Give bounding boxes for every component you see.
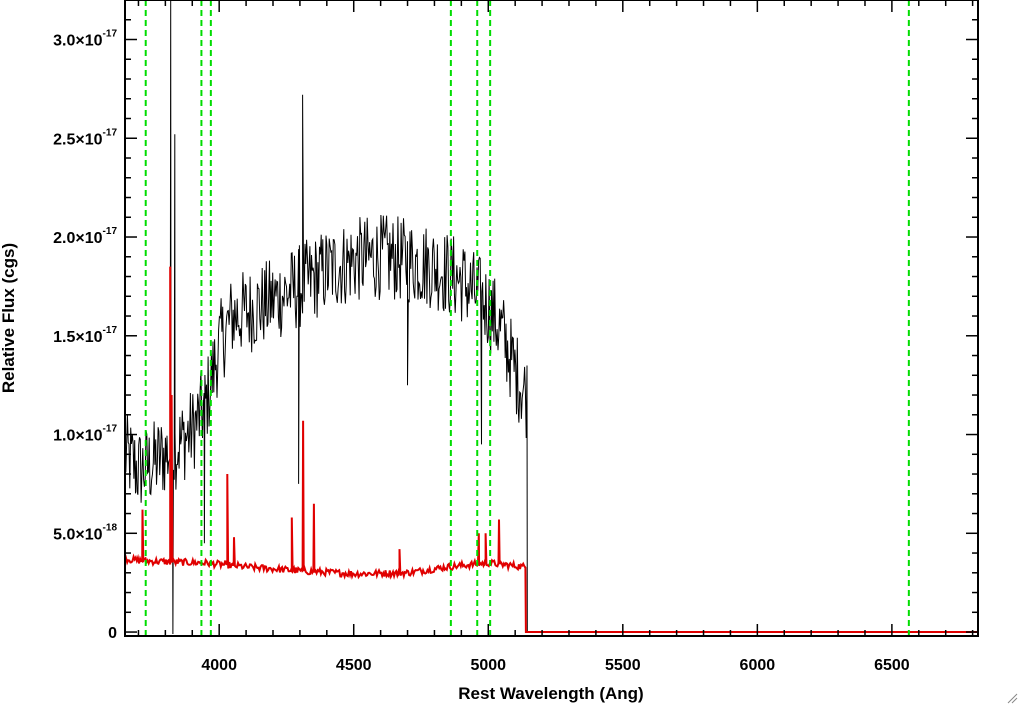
x-tick-label: 4000: [201, 657, 237, 674]
y-tick-label: 3.0×10-17: [53, 29, 117, 50]
y-tick-label: 1.0×10-17: [53, 424, 117, 445]
x-tick-labels: 4000 4500 5000 5500 6000 6500: [201, 657, 909, 674]
x-axis-title: Rest Wavelength (Ang): [458, 684, 643, 703]
x-tick-label: 5000: [470, 657, 506, 674]
y-tick-labels: 0 5.0×10-18 1.0×10-17 1.5×10-17 2.0×10-17 2.5…: [53, 29, 117, 643]
reference-lines: [144, 0, 910, 636]
spectrum-series-line: [124, 0, 528, 635]
y-tick-label: 0: [108, 625, 117, 642]
axis-ticks: [125, 0, 978, 636]
x-tick-label: 6000: [740, 657, 776, 674]
y-tick-label: 1.5×10-17: [53, 325, 117, 346]
resize-grip-icon[interactable]: [1006, 692, 1018, 704]
x-tick-label: 6500: [874, 657, 910, 674]
x-tick-label: 4500: [336, 657, 372, 674]
y-tick-label: 2.5×10-17: [53, 127, 117, 148]
x-tick-label: 5500: [605, 657, 641, 674]
plot-frame: [124, 0, 979, 637]
error-series-line: [124, 266, 978, 633]
y-tick-label: 2.0×10-17: [53, 226, 117, 247]
y-axis-title: Relative Flux (cgs): [0, 243, 18, 393]
y-tick-label: 5.0×10-18: [53, 522, 117, 543]
series-layer: [124, 0, 978, 635]
